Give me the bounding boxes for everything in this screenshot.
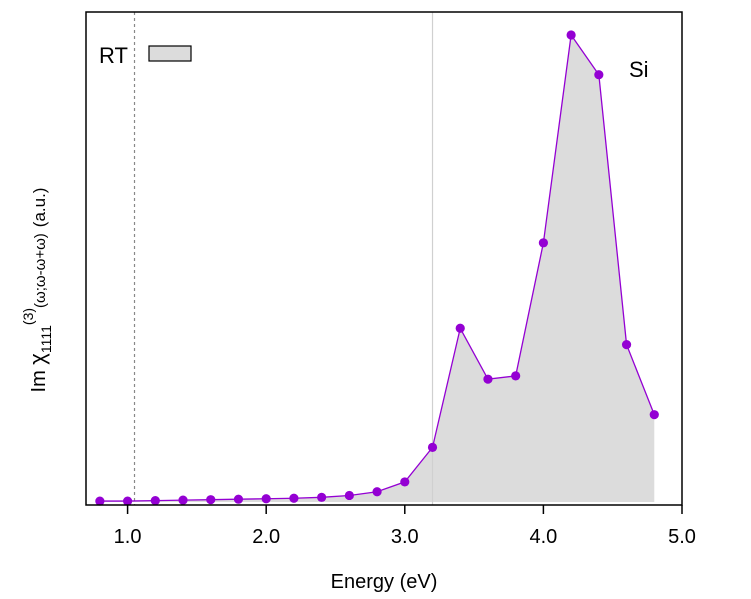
data-point-8 bbox=[317, 492, 327, 502]
x-tick-label-4: 5.0 bbox=[668, 526, 696, 548]
svg-text:Im χ1111(3)(ω;ω-ω+ω)(a.u.): Im χ1111(3)(ω;ω-ω+ω) (a.u.) bbox=[20, 188, 54, 393]
legend: RT bbox=[99, 43, 192, 68]
legend-swatch bbox=[148, 45, 192, 62]
data-point-0 bbox=[95, 496, 105, 506]
data-point-13 bbox=[455, 323, 465, 333]
data-point-17 bbox=[566, 30, 576, 40]
x-tick-label-1: 2.0 bbox=[252, 526, 280, 548]
y-axis-title-prefix: Im bbox=[28, 365, 50, 393]
y-axis-title-symbol: χ bbox=[25, 353, 50, 365]
y-axis-title-superscript: (3) bbox=[20, 308, 36, 325]
y-axis-title-args: (ω;ω-ω+ω) bbox=[32, 233, 49, 308]
data-point-2 bbox=[150, 495, 160, 506]
data-point-19 bbox=[621, 340, 632, 350]
x-tick-label-0: 1.0 bbox=[114, 526, 142, 548]
series-points-layer bbox=[95, 30, 659, 506]
data-point-11 bbox=[400, 477, 410, 487]
x-tick-label-2: 3.0 bbox=[391, 526, 419, 548]
plot-frame bbox=[85, 11, 683, 506]
data-point-16 bbox=[538, 238, 548, 248]
x-axis-title: Energy (eV) bbox=[331, 571, 438, 593]
x-axis-ticks: 1.0 2.0 3.0 4.0 5.0 bbox=[114, 505, 696, 548]
data-point-18 bbox=[594, 70, 604, 80]
data-point-9 bbox=[344, 490, 354, 501]
data-point-4 bbox=[206, 495, 216, 505]
data-point-10 bbox=[372, 487, 382, 497]
data-point-1 bbox=[122, 496, 133, 506]
data-point-14 bbox=[483, 374, 493, 384]
reference-lines bbox=[133, 12, 434, 505]
data-point-3 bbox=[178, 495, 188, 505]
data-point-6 bbox=[261, 494, 271, 504]
data-point-15 bbox=[511, 371, 521, 381]
y-axis-title-units: (a.u.) bbox=[30, 188, 49, 228]
data-point-12 bbox=[427, 442, 438, 452]
data-point-5 bbox=[233, 494, 244, 504]
legend-label: RT bbox=[99, 43, 128, 68]
area-fill bbox=[99, 35, 655, 502]
y-axis-title: Im χ1111(3)(ω;ω-ω+ω) (a.u.) bbox=[20, 188, 54, 393]
material-annotation: Si bbox=[629, 57, 649, 82]
data-point-7 bbox=[289, 493, 299, 503]
area-fill-layer bbox=[99, 35, 655, 502]
data-point-20 bbox=[649, 410, 659, 420]
y-axis-title-subscript: 1111 bbox=[38, 325, 54, 353]
x-tick-label-3: 4.0 bbox=[529, 526, 557, 548]
